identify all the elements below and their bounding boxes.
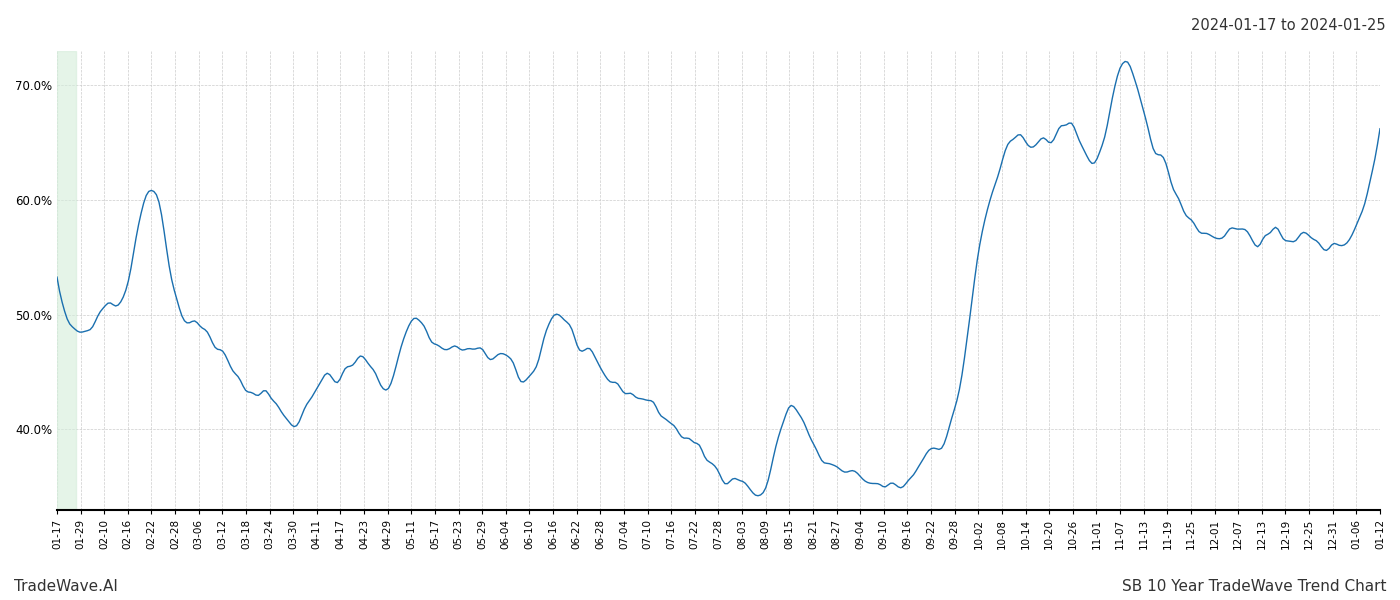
Text: TradeWave.AI: TradeWave.AI (14, 579, 118, 594)
Text: 2024-01-17 to 2024-01-25: 2024-01-17 to 2024-01-25 (1191, 18, 1386, 33)
Bar (57, 51, 76, 510)
Text: SB 10 Year TradeWave Trend Chart: SB 10 Year TradeWave Trend Chart (1121, 579, 1386, 594)
